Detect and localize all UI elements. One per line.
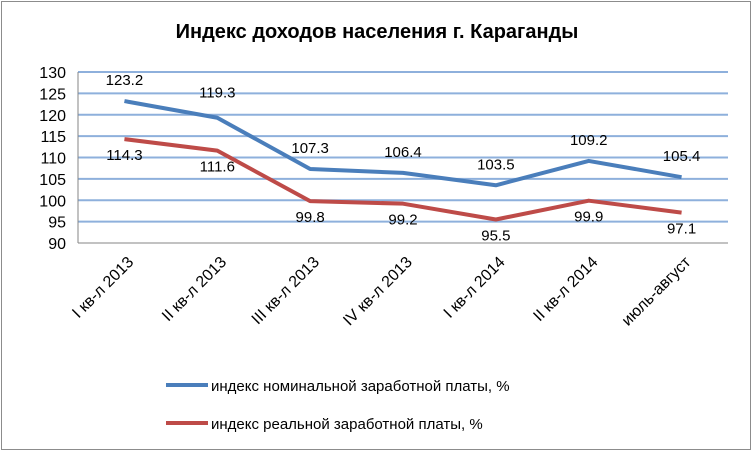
legend-label: индекс номинальной заработной платы, % [211, 378, 510, 395]
data-label: 99.2 [388, 212, 417, 229]
data-label: 123.2 [106, 72, 144, 89]
y-tick-label: 100 [39, 193, 66, 210]
data-label: 106.4 [384, 144, 422, 161]
series-line-0 [124, 99, 682, 188]
data-label: 111.6 [200, 159, 235, 176]
y-tick-label: 105 [39, 172, 66, 189]
data-label: 107.3 [291, 140, 329, 157]
data-label: 109.2 [570, 132, 608, 149]
data-label: 105.4 [663, 148, 701, 165]
y-tick-label: 120 [39, 108, 66, 125]
data-label: 103.5 [477, 156, 515, 173]
x-tick-label: I кв-л 2013 [69, 254, 137, 322]
chart-title: Индекс доходов населения г. Караганды [176, 21, 579, 43]
data-label: 99.8 [296, 209, 325, 226]
x-tick-label: IV кв-л 2013 [340, 254, 416, 330]
x-tick-label: I кв-л 2014 [441, 254, 509, 322]
y-tick-label: 115 [40, 129, 66, 146]
y-tick-label: 95 [48, 215, 66, 232]
data-label: 95.5 [481, 227, 510, 244]
x-tick-label: II кв-л 2013 [159, 254, 230, 325]
y-tick-label: 90 [48, 236, 66, 253]
y-tick-label: 130 [39, 65, 66, 82]
x-tick-label: II кв-л 2014 [530, 254, 601, 325]
data-label: 114.3 [106, 147, 142, 164]
data-label: 119.3 [199, 85, 235, 102]
legend-label: индекс реальной заработной платы, % [211, 416, 483, 433]
data-label: 99.9 [574, 209, 603, 226]
x-tick-label: июль-август [619, 253, 695, 329]
x-tick-label: III кв-л 2013 [249, 254, 323, 328]
y-tick-label: 125 [39, 86, 66, 103]
series-line-1 [124, 137, 682, 222]
y-tick-label: 110 [40, 151, 66, 168]
data-label: 97.1 [667, 221, 696, 238]
